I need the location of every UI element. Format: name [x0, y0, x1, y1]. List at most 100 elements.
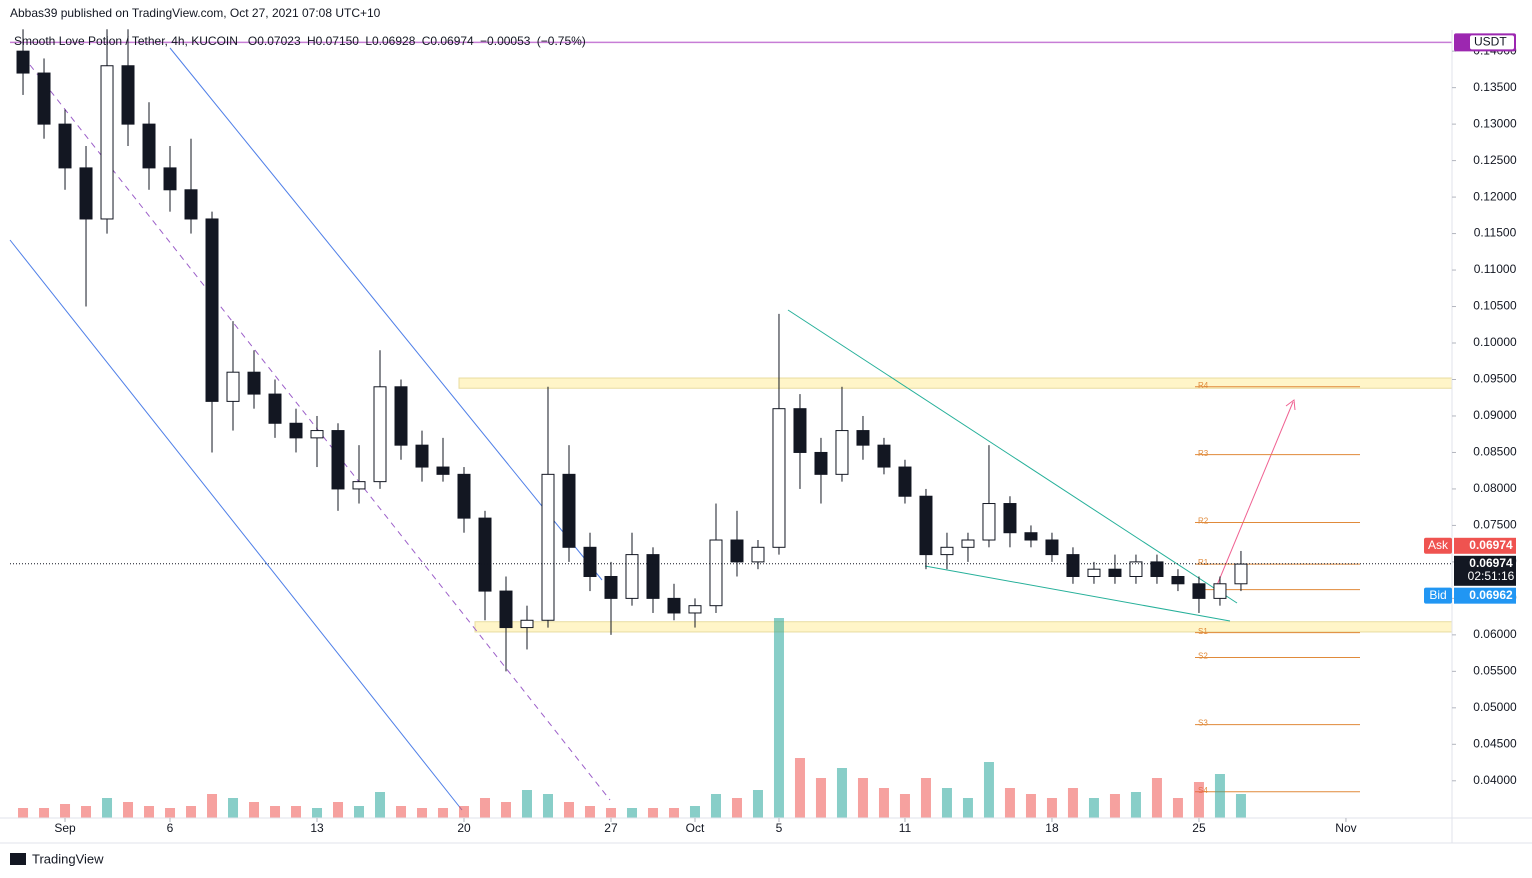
y-tick-label: 0.08000 — [1473, 481, 1517, 495]
candle-body — [1192, 583, 1206, 599]
candle-body — [562, 473, 576, 548]
candle-body — [730, 539, 744, 563]
y-tick-label: 0.04000 — [1473, 773, 1517, 787]
currency-label: USDT — [1474, 35, 1507, 49]
volume-bar — [144, 806, 155, 818]
candle-body — [247, 371, 261, 395]
volume-bar — [584, 806, 595, 818]
volume-bar — [794, 758, 805, 818]
y-tick-label: 0.05500 — [1473, 664, 1517, 678]
volume-bar — [773, 618, 784, 818]
volume-bar — [354, 806, 365, 818]
volume-bar — [668, 808, 679, 818]
x-tick-label: Nov — [1335, 821, 1356, 835]
candle-body — [772, 408, 786, 548]
volume-bar — [249, 802, 260, 818]
ohlc-value: H0.07150 — [307, 34, 359, 48]
y-tick-label: 0.13500 — [1473, 80, 1517, 94]
arrow-head — [1285, 399, 1296, 411]
x-tick-label: 18 — [1045, 821, 1059, 835]
volume-bar — [689, 806, 700, 818]
volume-bar — [186, 806, 197, 818]
x-tick-label: Sep — [54, 821, 76, 835]
volume-bar — [1025, 794, 1036, 818]
last-price-value: 0.06974 — [1469, 556, 1513, 570]
volume-bar — [291, 806, 302, 818]
volume-bar — [123, 802, 134, 818]
y-tick-label: 0.05000 — [1473, 700, 1517, 714]
candle-body — [583, 546, 597, 577]
candle-body — [1129, 561, 1143, 577]
candle-body — [415, 444, 429, 468]
x-tick-label: 11 — [899, 821, 912, 835]
candle-body — [898, 466, 912, 497]
x-tick-label: Oct — [686, 821, 705, 835]
volume-bar — [836, 768, 847, 818]
y-tick-label: 0.06000 — [1473, 627, 1517, 641]
volume-bar — [878, 788, 889, 818]
candle-body — [1213, 583, 1227, 599]
pivot-label: R4 — [1198, 381, 1209, 390]
x-tick-label: 27 — [604, 821, 618, 835]
candle-body — [184, 189, 198, 220]
candle-body — [793, 408, 807, 453]
y-tick-label: 0.10500 — [1473, 299, 1517, 313]
x-tick-label: 25 — [1192, 821, 1206, 835]
y-tick-label: 0.04500 — [1473, 736, 1517, 750]
ohlc-value: (−0.75%) — [537, 34, 586, 48]
candle-body — [121, 65, 135, 125]
volume-bar — [920, 778, 931, 818]
volume-bar — [731, 798, 742, 818]
volume-bar — [605, 808, 616, 818]
volume-bar — [1046, 798, 1057, 818]
bid-value-box — [1454, 587, 1516, 604]
y-tick-label: 0.09000 — [1473, 408, 1517, 422]
volume-bar — [333, 802, 344, 818]
volume-bar — [228, 798, 239, 818]
volume-bar — [375, 792, 386, 818]
x-tick-label: 20 — [457, 821, 471, 835]
candle-body — [268, 393, 282, 424]
pivot-label: R3 — [1198, 449, 1209, 458]
volume-bar — [500, 802, 511, 818]
pivot-label: R2 — [1198, 517, 1209, 526]
candle-body — [436, 466, 450, 475]
ohlc-value: L0.06928 — [365, 34, 415, 48]
candle-body — [373, 386, 387, 483]
dashed-trend — [29, 64, 611, 801]
candle-body — [1003, 503, 1017, 534]
candle-body — [58, 123, 72, 169]
y-tick-label: 0.10000 — [1473, 335, 1517, 349]
drawings — [9, 47, 1296, 811]
volume-bar — [983, 762, 994, 818]
y-tick-label: 0.12500 — [1473, 153, 1517, 167]
volume-bar — [1235, 794, 1246, 818]
bid-value: 0.06962 — [1469, 588, 1513, 602]
volume-bar — [1214, 774, 1225, 818]
candle-body — [352, 481, 366, 490]
candle-body — [688, 605, 702, 614]
candle-body — [100, 65, 114, 220]
volume-bar — [1130, 792, 1141, 818]
candle-body — [142, 123, 156, 169]
volume-bar — [521, 790, 532, 818]
candle-body — [205, 218, 219, 402]
candle-body — [1150, 561, 1164, 577]
pivot-label: S1 — [1198, 627, 1208, 636]
ask-name-box — [1424, 537, 1452, 554]
candle-body — [163, 167, 177, 191]
candle-body — [1234, 563, 1248, 585]
volume-bar — [941, 788, 952, 818]
candle-body — [79, 167, 93, 220]
candle-body — [1087, 568, 1101, 577]
candle-body — [331, 430, 345, 490]
candle-body — [499, 590, 513, 629]
candle-body — [226, 371, 240, 402]
candle-body — [1024, 532, 1038, 541]
volume-bar — [81, 806, 92, 818]
candle-body — [667, 597, 681, 614]
channel-upper — [169, 47, 603, 581]
x-tick-label: 6 — [167, 821, 174, 835]
y-tick-label: 0.07500 — [1473, 518, 1517, 532]
